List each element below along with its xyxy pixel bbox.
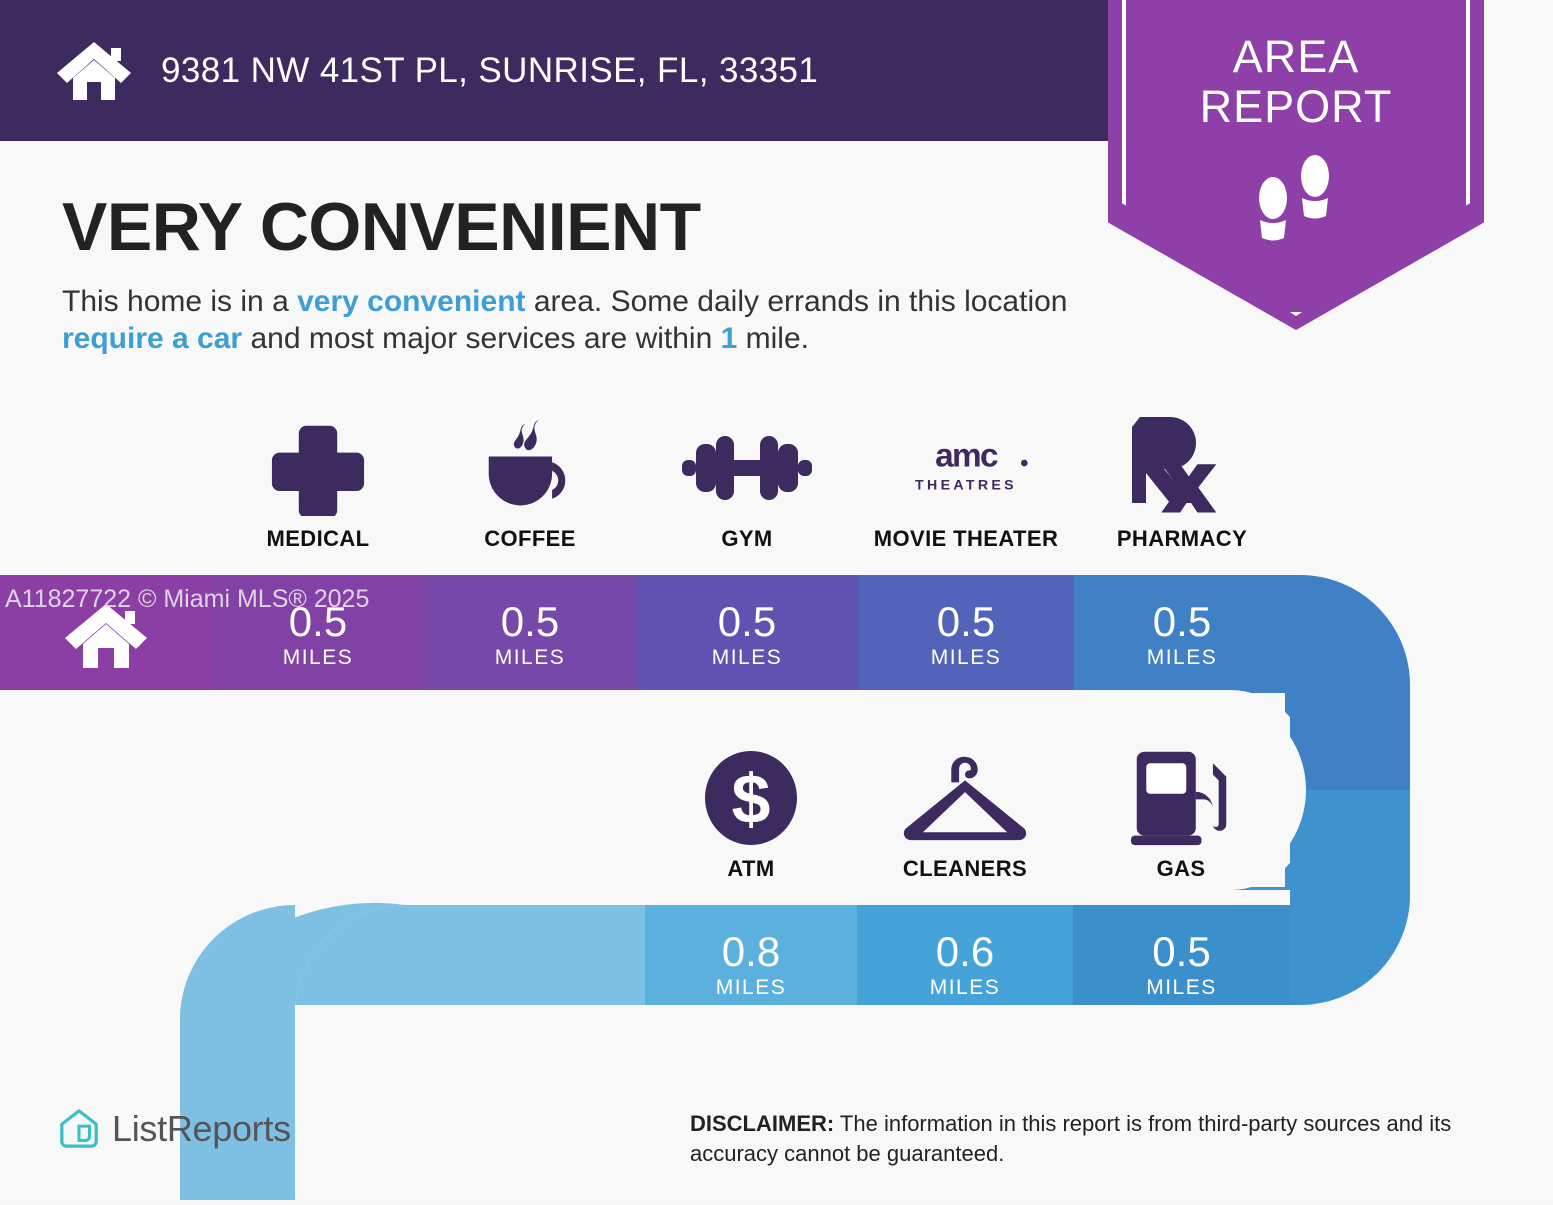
listreports-logo-icon [58, 1108, 100, 1150]
disclaimer-text: The information in this report is from t… [690, 1111, 1452, 1166]
summary-text-1: This home is in a [62, 285, 298, 318]
distance-unit: MILES [1146, 976, 1217, 999]
area-report-badge: AREA REPORT [1108, 0, 1484, 330]
amc-theatres-logo-icon: amc THEATRES [858, 415, 1074, 520]
distance-value-cleaners: 0.6 MILES [857, 930, 1073, 1000]
summary-highlight-3: 1 [720, 322, 738, 355]
amenity-label: CLEANERS [902, 856, 1028, 881]
mls-watermark: A11827722 © Miami MLS® 2025 [5, 585, 370, 613]
summary-text-2: area. Some daily errands in this locatio… [525, 285, 1068, 318]
amenity-label: ATM [727, 856, 775, 881]
distance-number: 0.5 [500, 598, 560, 645]
distance-value-gym: 0.5 MILES [636, 600, 858, 670]
distance-unit: MILES [494, 646, 566, 669]
amenity-cleaners: CLEANERS [857, 745, 1073, 882]
distance-number: 0.5 [288, 598, 348, 645]
distance-unit: MILES [930, 646, 1002, 669]
property-address: 9381 NW 41ST PL, SUNRISE, FL, 33351 [161, 50, 819, 90]
distance-unit: MILES [711, 646, 783, 669]
summary-text-3: and most major services are within [242, 322, 721, 355]
listreports-wordmark: ListReports [112, 1108, 291, 1149]
amenity-label: GAS [1156, 856, 1206, 881]
amenity-movie-theater: amc THEATRES MOVIE THEATER [858, 415, 1074, 552]
amenity-row-1-icons: MEDICAL COFFEE [0, 415, 1270, 575]
disclaimer: DISCLAIMER: The information in this repo… [690, 1109, 1500, 1169]
amenity-label: GYM [721, 526, 773, 551]
amenity-atm: $ ATM [645, 745, 857, 882]
distance-number: 0.5 [717, 598, 777, 645]
distance-value-gas: 0.5 MILES [1073, 930, 1290, 1000]
distance-number: 0.5 [1152, 598, 1212, 645]
badge-inner-border [1122, 0, 1470, 316]
svg-text:amc: amc [935, 438, 998, 474]
svg-text:THEATRES: THEATRES [915, 477, 1017, 493]
badge-line-2: REPORT [1199, 81, 1393, 132]
amenity-label: MEDICAL [266, 526, 370, 551]
distance-value-atm: 0.8 MILES [645, 930, 857, 1000]
distance-unit: MILES [282, 646, 354, 669]
medical-cross-icon [212, 415, 424, 520]
gas-pump-icon [1073, 745, 1289, 850]
summary-text-4: mile. [737, 322, 809, 355]
summary-highlight-2: require a car [62, 322, 243, 355]
distance-number: 0.5 [936, 598, 996, 645]
distance-value-movie-theater: 0.5 MILES [858, 600, 1074, 670]
amenity-gas: GAS [1073, 745, 1289, 882]
distance-unit: MILES [929, 976, 1001, 999]
house-icon [55, 40, 133, 102]
disclaimer-label: DISCLAIMER: [690, 1111, 835, 1136]
clothes-hanger-icon [857, 745, 1073, 850]
badge-title: AREA REPORT [1108, 32, 1484, 132]
amenity-label: COFFEE [484, 526, 576, 551]
summary-highlight-1: very convenient [297, 285, 526, 318]
distance-value-medical: 0.5 MILES [212, 600, 424, 670]
amenity-label: PHARMACY [1116, 526, 1248, 551]
distance-value-coffee: 0.5 MILES [424, 600, 636, 670]
rx-prescription-icon [1074, 415, 1290, 520]
amenity-coffee: COFFEE [424, 415, 636, 552]
distance-number: 0.6 [935, 928, 995, 975]
distance-unit: MILES [1146, 646, 1218, 669]
amenity-label: MOVIE THEATER [873, 526, 1059, 551]
coffee-cup-icon [424, 415, 636, 520]
distance-track [0, 575, 1553, 1200]
amenity-row-2-icons: $ ATM CLEANERS [640, 745, 1340, 900]
distance-number: 0.8 [721, 928, 781, 975]
distance-value-pharmacy: 0.5 MILES [1074, 600, 1290, 670]
footprints-icon [1251, 154, 1341, 250]
distance-number: 0.5 [1152, 928, 1211, 975]
home-marker [0, 596, 212, 675]
distance-unit: MILES [715, 976, 787, 999]
summary-description: This home is in a very convenient area. … [62, 283, 1102, 357]
distance-row-2-bar [180, 902, 1290, 1200]
dollar-circle-icon: $ [645, 745, 857, 850]
amenity-gym: GYM [636, 415, 858, 552]
amenity-pharmacy: PHARMACY [1074, 415, 1290, 552]
badge-line-1: AREA [1232, 31, 1360, 82]
page-title: VERY CONVENIENT [62, 189, 701, 265]
listreports-brand: ListReports [58, 1108, 291, 1150]
dumbbell-icon [636, 415, 858, 520]
svg-text:$: $ [732, 760, 771, 838]
amenity-medical: MEDICAL [212, 415, 424, 552]
